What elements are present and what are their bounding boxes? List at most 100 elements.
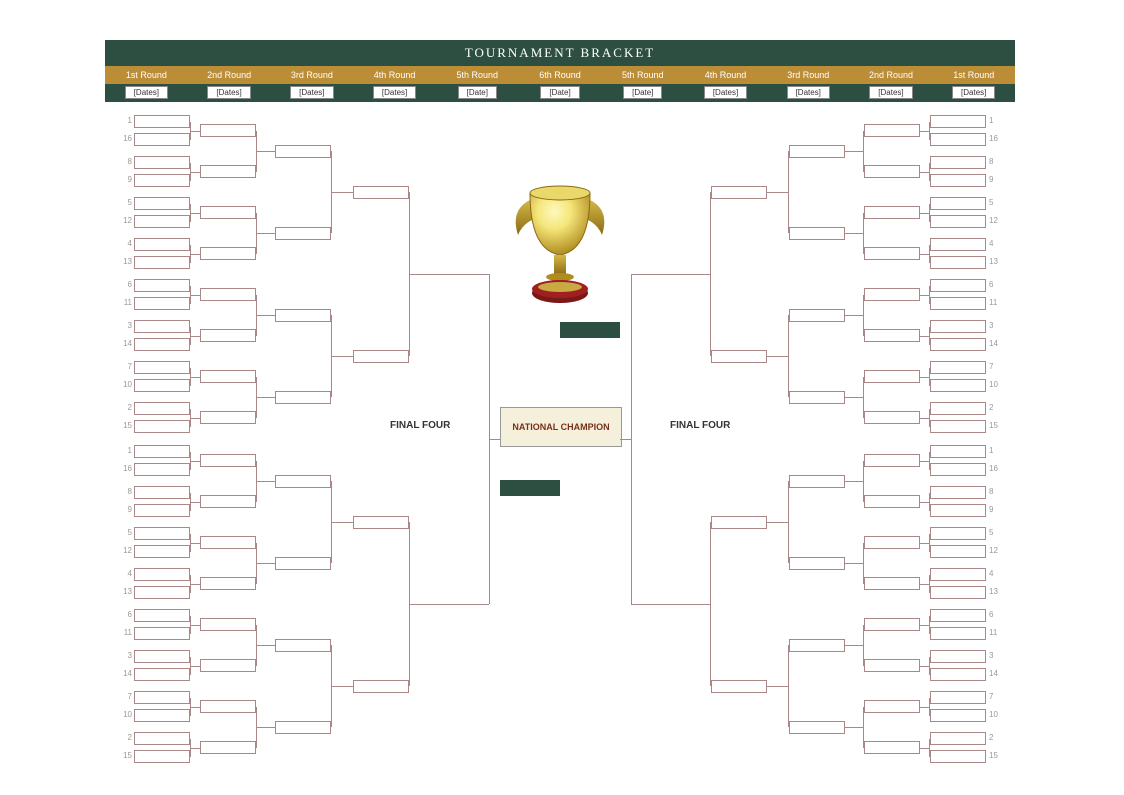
bracket-slot <box>134 156 190 169</box>
bracket-slot <box>134 609 190 622</box>
bracket-line <box>845 563 864 564</box>
bracket-slot <box>353 350 409 363</box>
seed-number: 2 <box>989 733 1007 742</box>
bracket-slot <box>930 709 986 722</box>
bracket-slot <box>200 618 256 631</box>
seed-number: 5 <box>989 528 1007 537</box>
bracket-slot <box>134 545 190 558</box>
bracket-line <box>845 727 864 728</box>
seed-number: 16 <box>989 464 1007 473</box>
seed-number: 6 <box>989 610 1007 619</box>
bracket-slot <box>134 133 190 146</box>
round-label: 5th Round <box>436 66 519 84</box>
bracket-slot <box>864 618 920 631</box>
bracket-slot <box>930 463 986 476</box>
bracket-slot <box>711 680 767 693</box>
bracket-slot <box>134 691 190 704</box>
bracket-slot <box>134 256 190 269</box>
bracket-line <box>920 131 930 132</box>
seed-number: 1 <box>989 116 1007 125</box>
bracket-slot <box>353 186 409 199</box>
bracket-slot <box>275 227 331 240</box>
round-label: 3rd Round <box>270 66 353 84</box>
bracket-line <box>489 439 500 440</box>
round-label: 5th Round <box>601 66 684 84</box>
seed-number: 6 <box>114 610 132 619</box>
bracket-line <box>920 172 930 173</box>
bracket-slot <box>930 115 986 128</box>
bracket-line <box>190 584 200 585</box>
bracket-line <box>190 377 200 378</box>
bracket-slot <box>930 750 986 763</box>
seed-number: 7 <box>114 362 132 371</box>
bracket-line <box>920 748 930 749</box>
bracket-slot <box>930 361 986 374</box>
bracket-slot <box>930 256 986 269</box>
seed-number: 1 <box>989 446 1007 455</box>
round-label: 2nd Round <box>850 66 933 84</box>
bracket-slot <box>864 124 920 137</box>
bracket-slot <box>864 454 920 467</box>
bracket-slot <box>200 741 256 754</box>
bracket-line <box>845 315 864 316</box>
bracket-slot <box>134 379 190 392</box>
bracket-slot <box>930 338 986 351</box>
round-label: 1st Round <box>932 66 1015 84</box>
bracket-line <box>631 274 711 275</box>
bracket-slot <box>134 402 190 415</box>
bracket-slot <box>711 350 767 363</box>
final-four-label: FINAL FOUR <box>670 420 730 431</box>
bracket-line <box>256 563 275 564</box>
finalist-slot <box>500 480 560 496</box>
seed-number: 2 <box>114 733 132 742</box>
bracket-slot <box>930 609 986 622</box>
seed-number: 4 <box>114 569 132 578</box>
seed-number: 6 <box>989 280 1007 289</box>
seed-number: 13 <box>114 257 132 266</box>
bracket-line <box>631 274 632 604</box>
bracket-slot <box>200 577 256 590</box>
bracket-slot <box>864 536 920 549</box>
seed-number: 7 <box>989 362 1007 371</box>
bracket-slot <box>864 247 920 260</box>
seed-number: 6 <box>114 280 132 289</box>
bracket-slot <box>789 639 845 652</box>
bracket-line <box>767 522 789 523</box>
bracket-slot <box>134 668 190 681</box>
bracket-line <box>256 645 275 646</box>
date-cell: [Dates] <box>188 84 271 102</box>
bracket-slot <box>134 650 190 663</box>
bracket-slot <box>134 627 190 640</box>
bracket-line <box>920 377 930 378</box>
dates-header: [Dates] [Dates] [Dates] [Dates] [Date] [… <box>105 84 1015 102</box>
seed-number: 11 <box>989 628 1007 637</box>
seed-number: 8 <box>989 487 1007 496</box>
bracket-slot <box>200 454 256 467</box>
seed-number: 16 <box>989 134 1007 143</box>
bracket-slot <box>930 504 986 517</box>
bracket-line <box>920 295 930 296</box>
bracket-slot <box>864 700 920 713</box>
bracket-line <box>845 233 864 234</box>
seed-number: 5 <box>114 528 132 537</box>
bracket-line <box>631 604 711 605</box>
seed-number: 11 <box>114 298 132 307</box>
bracket-slot <box>134 115 190 128</box>
bracket-slot <box>134 174 190 187</box>
seed-number: 15 <box>989 421 1007 430</box>
bracket-line <box>256 151 275 152</box>
bracket-slot <box>711 186 767 199</box>
bracket-slot <box>134 586 190 599</box>
bracket-slot <box>930 402 986 415</box>
tournament-bracket-page: TOURNAMENT BRACKET 1st Round 2nd Round 3… <box>0 0 1124 795</box>
bracket-slot <box>134 361 190 374</box>
seed-number: 16 <box>114 134 132 143</box>
bracket-slot <box>864 206 920 219</box>
bracket-line <box>845 481 864 482</box>
bracket-line <box>190 543 200 544</box>
date-cell: [Dates] <box>105 84 188 102</box>
bracket-line <box>920 543 930 544</box>
round-label: 4th Round <box>353 66 436 84</box>
bracket-slot <box>200 411 256 424</box>
bracket-slot <box>864 329 920 342</box>
